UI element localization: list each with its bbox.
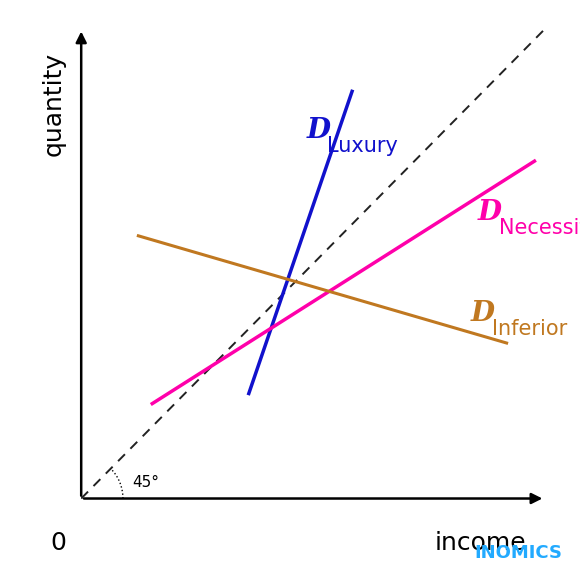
Text: D: D	[478, 199, 502, 226]
Text: quantity: quantity	[41, 52, 66, 156]
Text: 45°: 45°	[132, 475, 160, 490]
Text: Necessity: Necessity	[499, 218, 580, 238]
Text: Inferior: Inferior	[492, 319, 567, 339]
Text: D: D	[306, 117, 331, 144]
Text: D: D	[471, 300, 495, 327]
Text: 0: 0	[50, 531, 66, 555]
Text: INOMICS: INOMICS	[474, 544, 563, 562]
Text: Luxury: Luxury	[327, 135, 398, 155]
Text: income: income	[435, 531, 527, 555]
